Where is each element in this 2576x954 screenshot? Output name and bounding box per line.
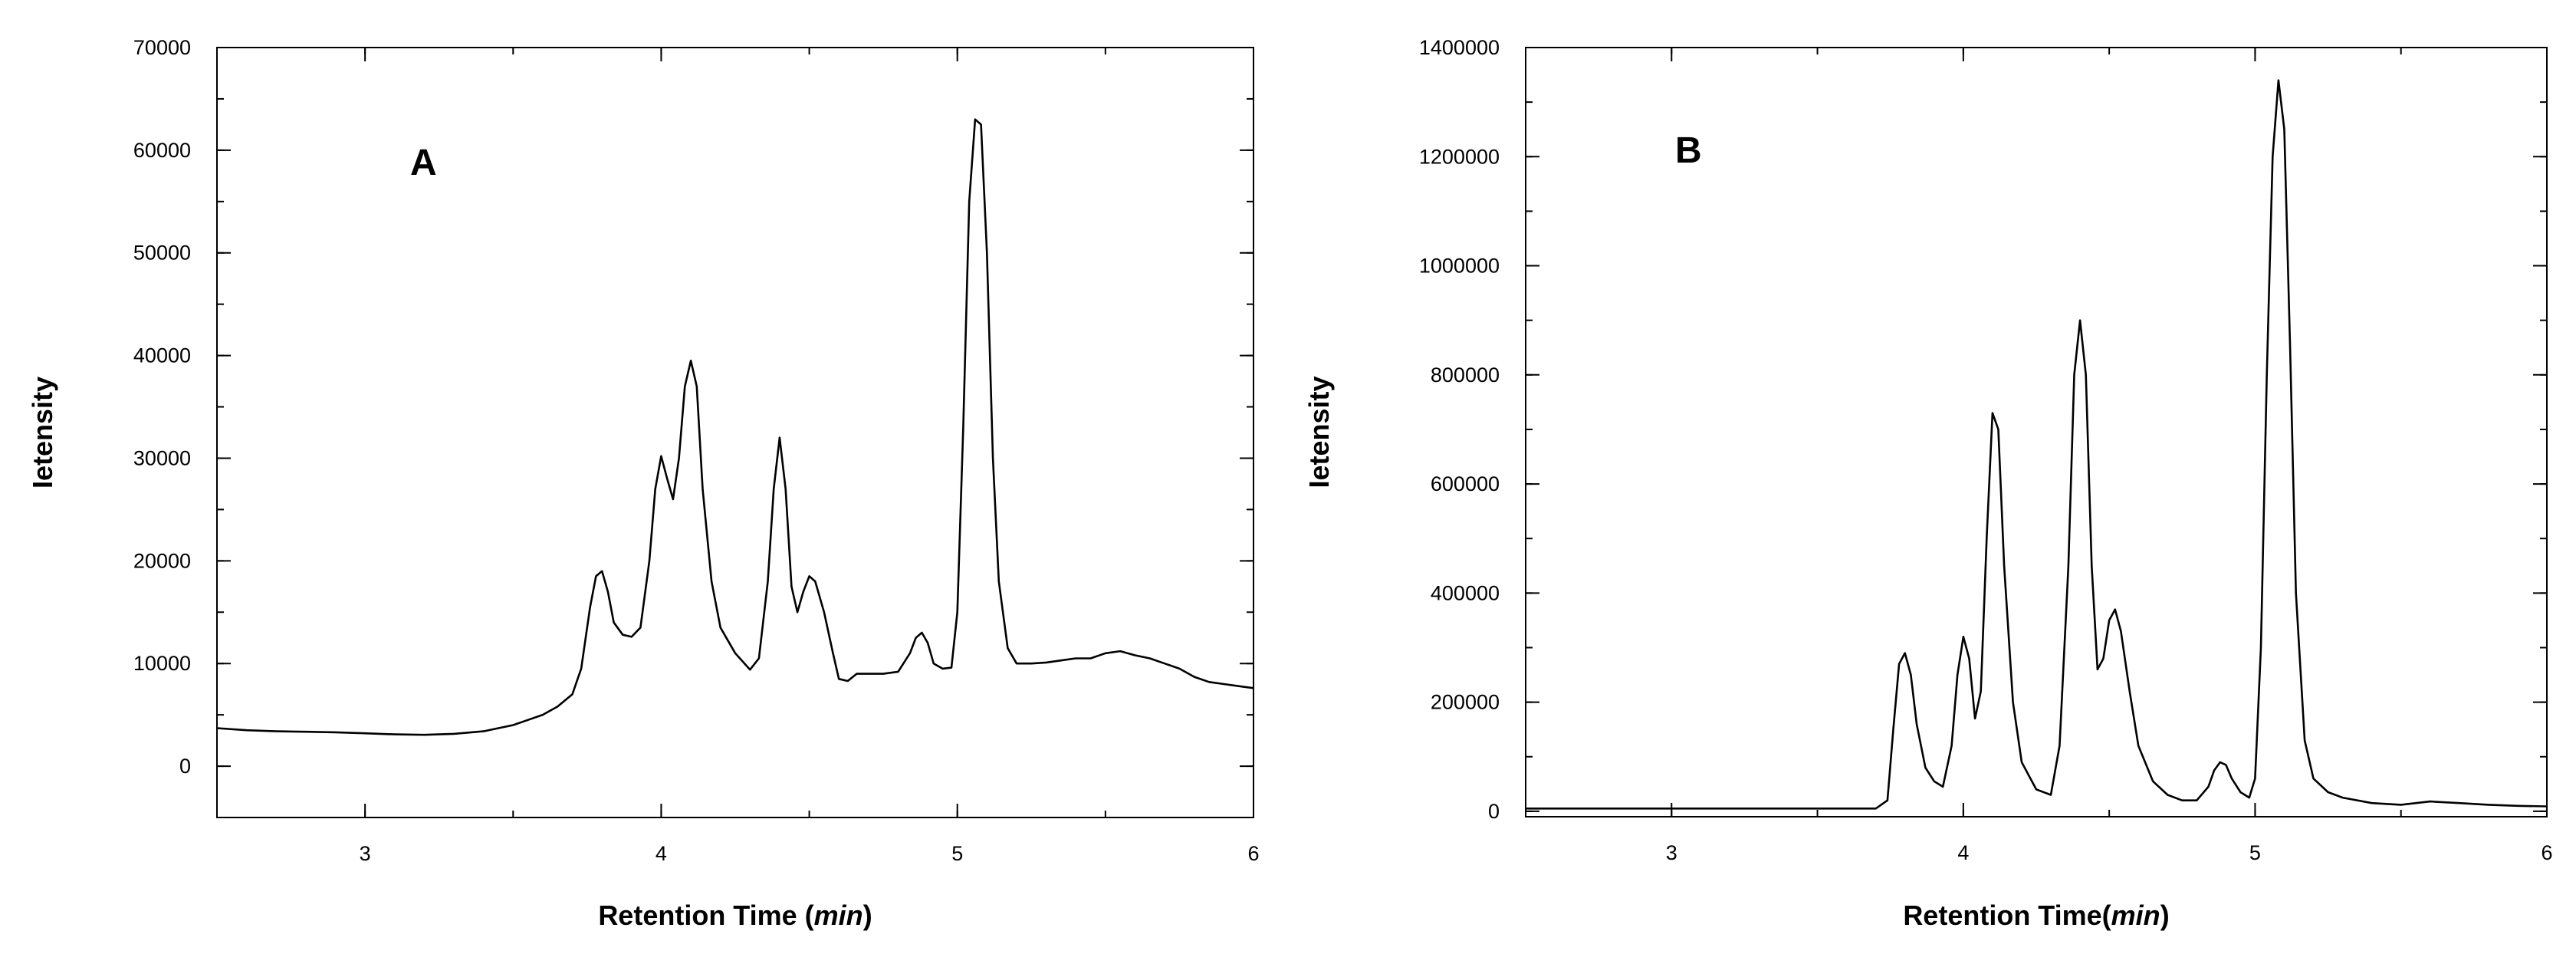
y-tick-label: 10000	[133, 652, 191, 675]
y-tick-label: 1000000	[1419, 255, 1500, 278]
x-axis-title-main: Retention Time (	[598, 900, 813, 931]
plot-frame	[216, 47, 1254, 818]
y-axis-title: Ietensity	[1303, 376, 1335, 488]
y-tick-label: 0	[1488, 800, 1500, 823]
y-tick-label: 1200000	[1419, 145, 1500, 168]
x-tick-label: 3	[360, 842, 371, 865]
x-tick-label: 6	[1247, 842, 1259, 865]
x-tick-label: 3	[1666, 841, 1677, 864]
y-tick-label: 1400000	[1419, 36, 1500, 59]
panel-label: A	[410, 143, 437, 183]
y-tick-label: 800000	[1431, 364, 1500, 387]
x-tick-label: 4	[656, 842, 667, 865]
x-axis-title-close: )	[2160, 900, 2170, 931]
y-axis-title: Ietensity	[27, 377, 58, 489]
y-tick-label: 200000	[1431, 691, 1500, 714]
y-tick-label: 400000	[1431, 581, 1500, 604]
y-tick-label: 50000	[133, 242, 191, 265]
y-tick-label: 600000	[1431, 472, 1500, 495]
x-axis-title: Retention Time(min)	[1903, 900, 2169, 931]
chromatogram-line	[216, 118, 1254, 736]
x-axis-title-close: )	[863, 900, 872, 931]
panel-b: 3 4 5 6 0 200000 400000 600000 800000 1000000 1200…	[1303, 36, 2553, 931]
x-axis-title-unit: min	[814, 900, 863, 931]
chromatogram-line	[1526, 79, 2548, 810]
y-tick-label: 30000	[133, 446, 191, 469]
x-tick-label: 5	[2249, 841, 2261, 864]
panel-label: B	[1675, 130, 1702, 171]
x-tick-label: 6	[2541, 841, 2552, 864]
y-tick-label: 40000	[133, 344, 191, 367]
x-axis-title: Retention Time (min)	[598, 900, 872, 931]
panel-a: 3 4 5 6 0 10000 20000 30000 40000 50000 60000 70000…	[27, 36, 1260, 931]
y-tick-label: 70000	[133, 36, 191, 59]
plot-frame	[1525, 47, 2548, 817]
x-tick-label: 4	[1957, 841, 1969, 864]
x-axis-title-main: Retention Time(	[1903, 900, 2111, 931]
x-tick-label: 5	[951, 842, 963, 865]
x-axis-title-unit: min	[2111, 900, 2160, 931]
y-tick-label: 0	[179, 755, 191, 778]
y-tick-label: 60000	[133, 139, 191, 162]
y-tick-label: 20000	[133, 549, 191, 572]
